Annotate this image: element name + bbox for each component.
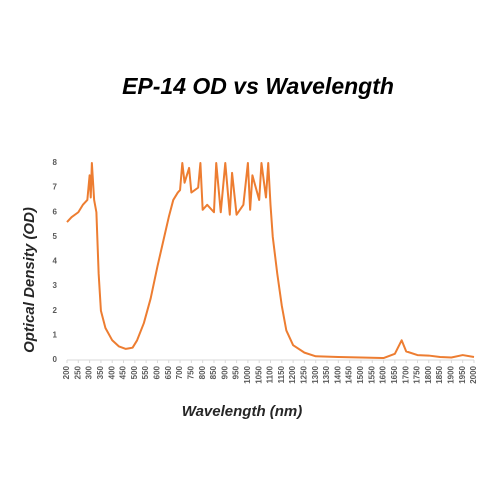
x-tick-label: 250 (73, 365, 82, 379)
x-tick-label: 1300 (311, 365, 320, 383)
y-tick-label: 1 (53, 330, 58, 339)
x-tick-label: 1850 (435, 365, 444, 383)
x-tick-label: 450 (119, 365, 128, 379)
x-tick-label: 1250 (300, 365, 309, 383)
y-tick-label: 2 (53, 306, 58, 315)
x-tick-label: 1650 (390, 365, 399, 383)
x-tick-label: 1800 (424, 365, 433, 383)
x-tick-label: 800 (198, 365, 207, 379)
x-tick-label: 950 (232, 365, 241, 379)
chart-title: EP-14 OD vs Wavelength (122, 73, 394, 99)
x-tick-label: 1750 (413, 365, 422, 383)
x-tick-label: 500 (130, 365, 139, 379)
x-tick-label: 1350 (322, 365, 331, 383)
x-tick-label: 750 (186, 365, 195, 379)
y-tick-label: 3 (53, 281, 58, 290)
x-tick-label: 1900 (446, 365, 455, 383)
x-tick-label: 550 (141, 365, 150, 379)
y-tick-label: 8 (53, 158, 58, 167)
y-tick-label: 4 (53, 257, 58, 266)
y-axis-label: Optical Density (OD) (21, 207, 38, 353)
x-tick-label: 700 (175, 365, 184, 379)
x-tick-label: 650 (164, 365, 173, 379)
x-tick-label: 1550 (367, 365, 376, 383)
y-tick-label: 6 (53, 207, 58, 216)
x-tick-label: 1000 (243, 365, 252, 383)
y-tick-label: 7 (53, 183, 58, 192)
x-tick-label: 1700 (401, 365, 410, 383)
x-tick-label: 1600 (379, 365, 388, 383)
x-tick-label: 200 (62, 365, 71, 379)
x-axis-label: Wavelength (nm) (182, 403, 303, 420)
y-tick-label: 5 (53, 232, 58, 241)
x-tick-label: 1100 (266, 365, 275, 383)
x-tick-label: 1200 (288, 365, 297, 383)
x-tick-label: 1950 (458, 365, 467, 383)
x-tick-label: 2000 (469, 365, 478, 383)
x-tick-label: 1400 (333, 365, 342, 383)
x-tick-label: 1500 (356, 365, 365, 383)
x-tick-label: 350 (96, 365, 105, 379)
x-tick-label: 1450 (345, 365, 354, 383)
x-tick-label: 600 (153, 365, 162, 379)
x-tick-label: 1150 (277, 365, 286, 383)
x-tick-label: 300 (85, 365, 94, 379)
y-tick-label: 0 (53, 355, 58, 364)
x-tick-label: 1050 (254, 365, 263, 383)
x-tick-label: 400 (107, 365, 116, 379)
data-line (66, 162, 475, 360)
x-tick-label: 850 (209, 365, 218, 379)
x-tick-label: 900 (220, 365, 229, 379)
